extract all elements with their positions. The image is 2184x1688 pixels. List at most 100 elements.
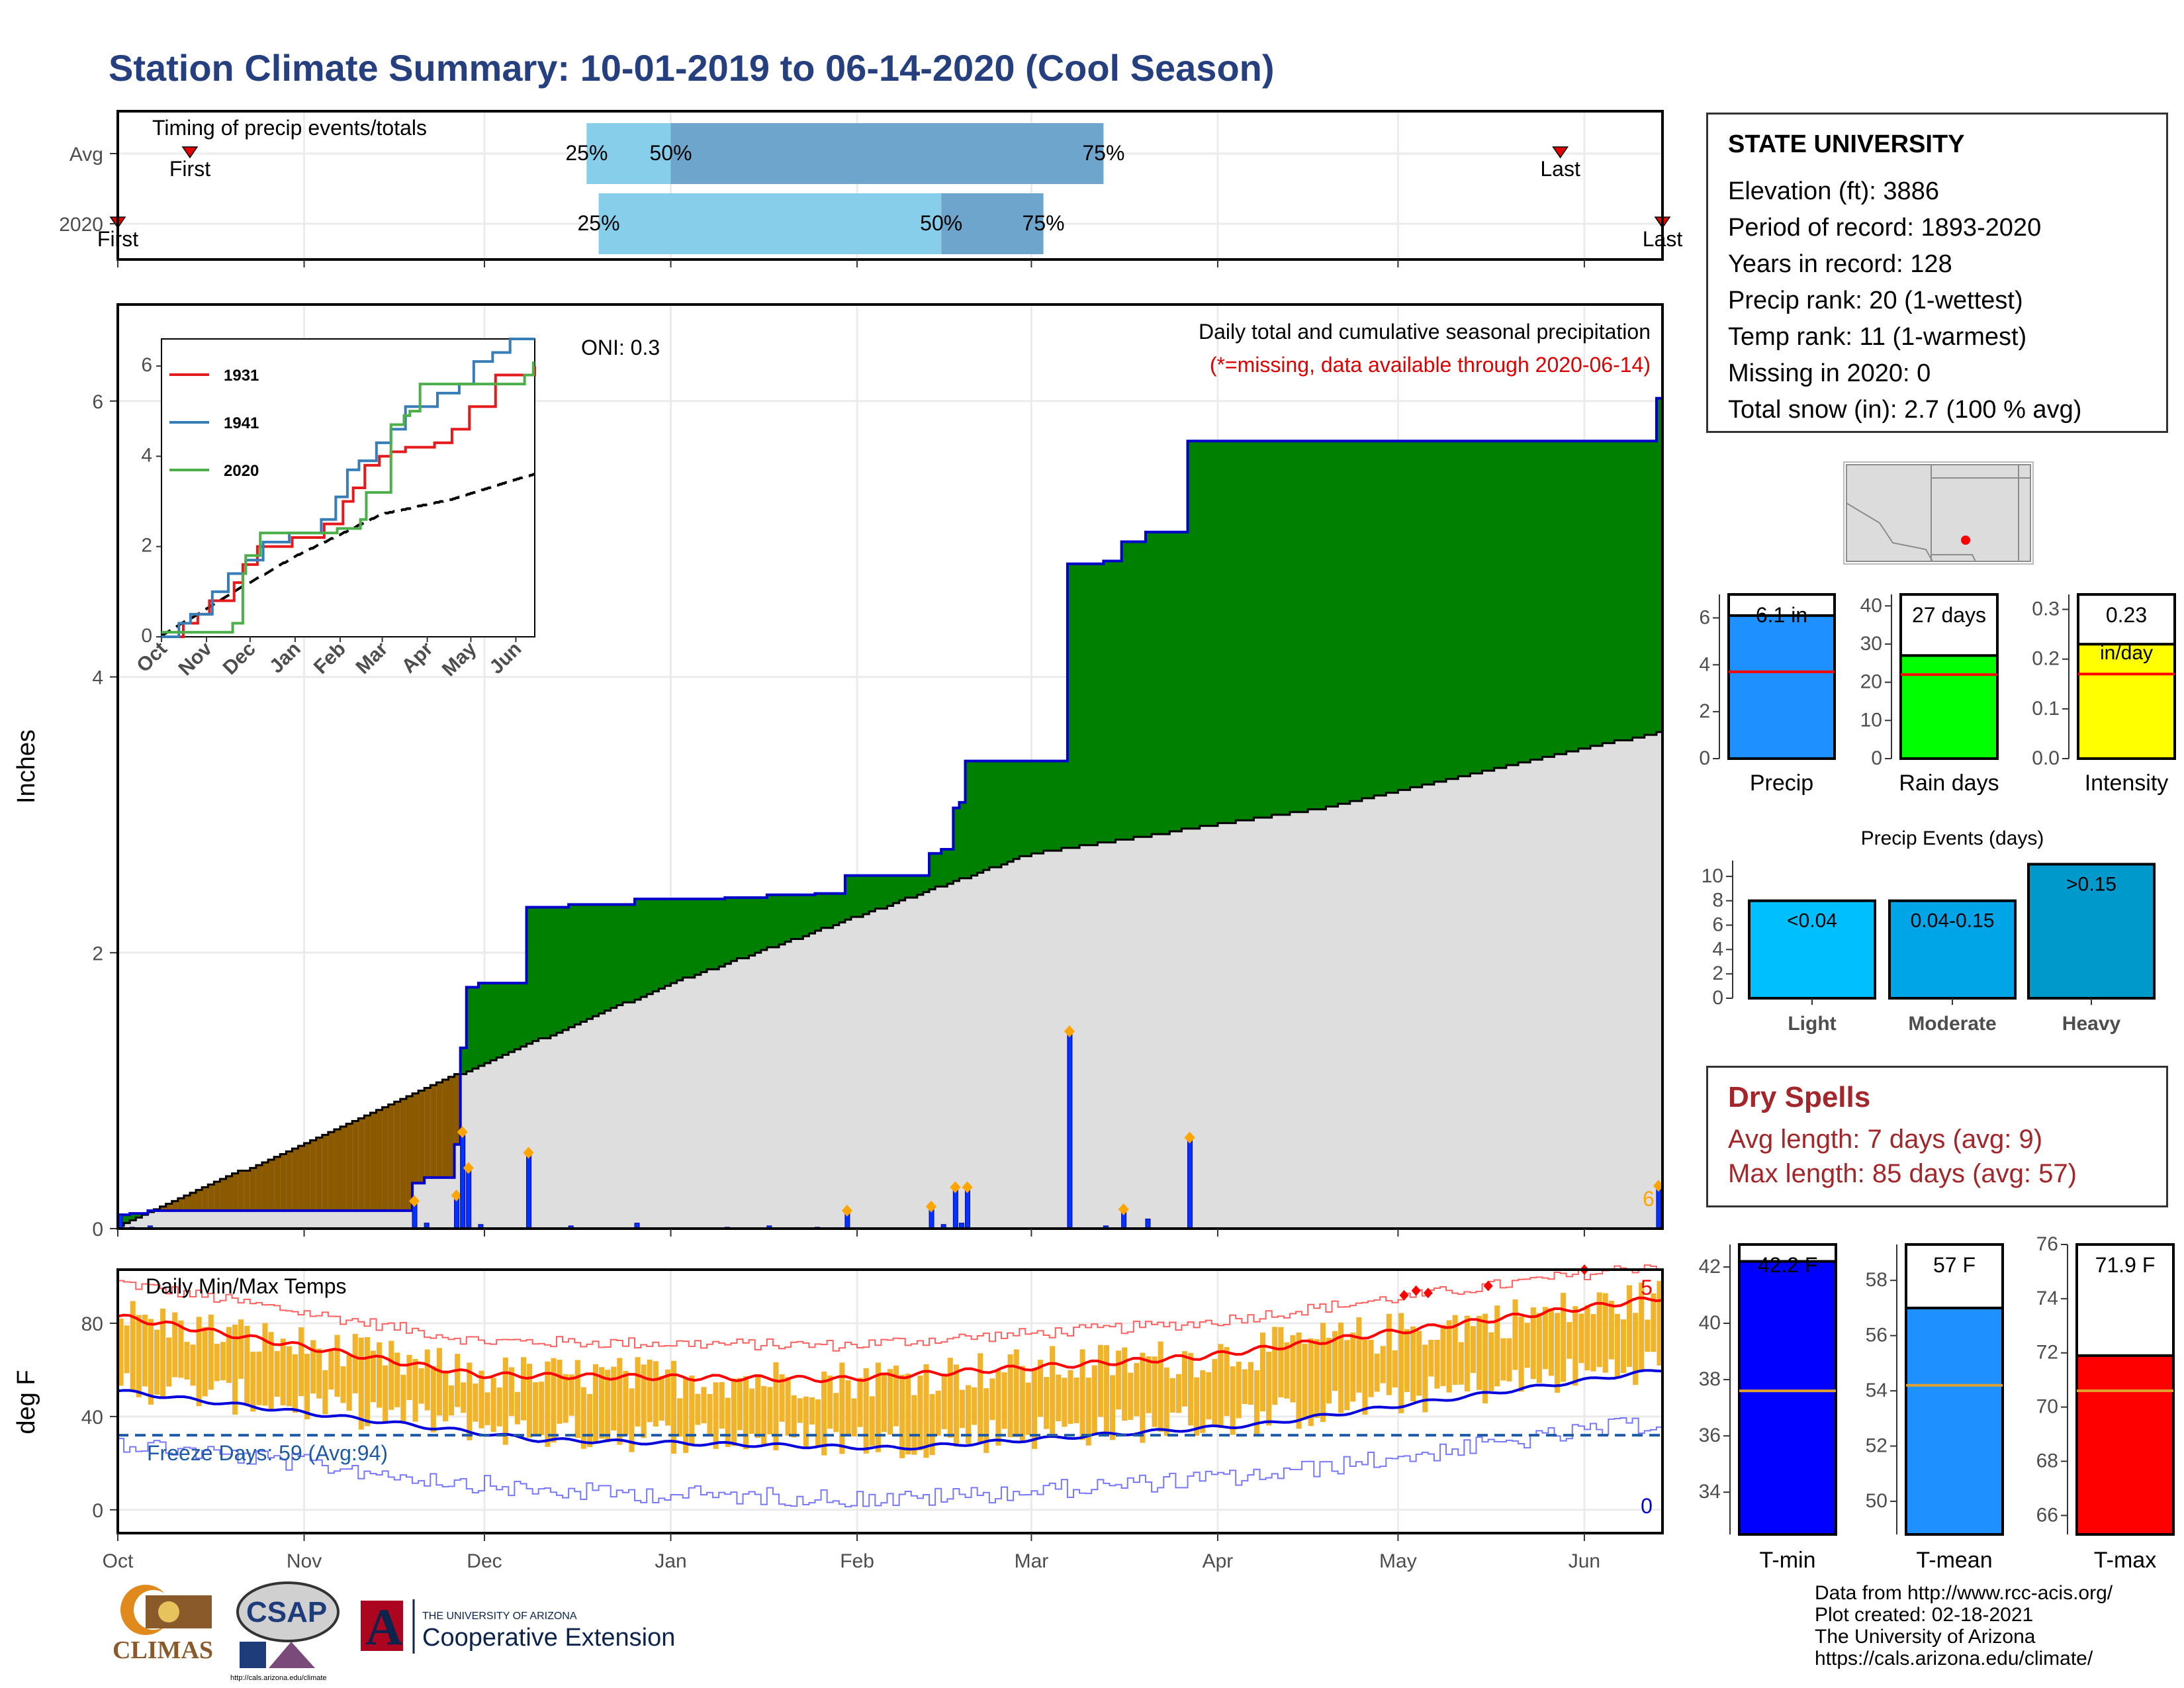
temp-daily-bar (1476, 1315, 1482, 1390)
precip-normal-fill (484, 1062, 491, 1229)
precip-normal-fill (1398, 790, 1405, 1229)
temp-daily-bar (707, 1393, 713, 1436)
precip-above-fill (1043, 761, 1050, 851)
precip-above-fill (857, 875, 864, 917)
temp-daily-bar (1561, 1293, 1567, 1382)
precip-above-fill (1644, 441, 1651, 735)
precip-normal-fill (1163, 834, 1170, 1229)
precip-above-fill (875, 875, 882, 909)
precip-normal-fill (1446, 778, 1453, 1229)
precip-normal-fill (797, 939, 803, 1229)
precip-above-fill (502, 983, 509, 1055)
precip-normal-line (118, 731, 1662, 1227)
precip-below-fill (406, 1096, 413, 1211)
events-ytick-label: 6 (1712, 914, 1723, 936)
timing-bar-25-50 (598, 193, 942, 254)
precip-normal-fill (760, 950, 768, 1229)
precip-below-fill (400, 1099, 407, 1211)
precip-above-fill (1602, 441, 1609, 743)
precip-above-fill (526, 907, 533, 1044)
precip-normal-fill (791, 939, 797, 1229)
precip-above-fill (725, 897, 731, 964)
precip-above-fill (1115, 561, 1122, 840)
precip-event-diamond (962, 1181, 973, 1194)
temp-daily-bar (1392, 1350, 1398, 1387)
summary-intensity-value-sublabel: in/day (2100, 642, 2153, 664)
precip-above-fill (1494, 441, 1501, 769)
csap-logo: CSAP http://cals.arizona.edu/climate (230, 1581, 340, 1681)
precip-above-fill (460, 1048, 467, 1074)
temp-record-high-marker (1483, 1280, 1493, 1291)
precip-above-fill (569, 904, 575, 1027)
precip-above-fill (803, 894, 809, 937)
precip-above-fill (1578, 441, 1585, 749)
precip-above-fill (1236, 441, 1242, 821)
dry-spells-avg: Avg length: 7 days (avg: 9) (1728, 1125, 2043, 1154)
temp-daily-bar (887, 1369, 893, 1435)
precip-normal-fill (1355, 801, 1363, 1229)
temp-panel: 0 40 80 Daily Min/Max Temps Freeze Days: 59 … (13, 1264, 1664, 1572)
precip-normal-fill (911, 897, 918, 1229)
temp-daily-bar (1542, 1307, 1548, 1370)
temp-daily-bar (1596, 1292, 1602, 1368)
precip-normal-fill (1121, 839, 1128, 1229)
precip-normal-fill (869, 911, 876, 1229)
precip-normal-fill (1211, 825, 1218, 1229)
precip-above-fill (737, 897, 744, 959)
precip-normal-fill (526, 1043, 533, 1229)
precip-above-fill (628, 904, 635, 1003)
ua-small-text: THE UNIVERSITY OF ARIZONA (422, 1611, 577, 1622)
temp-daily-bar (1386, 1313, 1392, 1395)
precip-above-fill (881, 875, 888, 909)
precip-normal-fill (778, 944, 786, 1229)
temp-daily-bar (1038, 1360, 1044, 1417)
precip-above-fill (713, 899, 719, 970)
precip-above-fill (911, 875, 918, 898)
precip-above-fill (1422, 441, 1429, 785)
temp-daily-bar (166, 1337, 172, 1387)
temp-bar-tmax-ytick-label: 72 (2036, 1342, 2058, 1364)
precip-normal-fill (707, 969, 713, 1229)
temp-daily-bar (1488, 1332, 1494, 1391)
temp-daily-bar (1175, 1374, 1181, 1413)
summary-bars: 0 2 4 6 6.1 in Precip 0 10 20 30 40 27 days Rain day… (1699, 593, 2176, 796)
precip-normal-fill (148, 1211, 155, 1229)
precip-above-fill (1620, 441, 1627, 741)
temp-daily-bar (1536, 1313, 1542, 1383)
precip-below-fill (454, 1074, 461, 1145)
precip-normal-fill (1277, 814, 1285, 1229)
temp-daily-bar (1044, 1377, 1050, 1429)
precip-above-fill (1152, 532, 1158, 835)
temp-daily-bar (893, 1365, 899, 1427)
precip-normal-fill (1133, 837, 1140, 1229)
summary-intensity-ytick-label: 0.0 (2032, 747, 2060, 769)
precip-above-fill (1464, 441, 1471, 776)
precip-below-fill (322, 1135, 329, 1211)
precip-normal-fill (905, 897, 912, 1229)
temp-daily-bar (1025, 1382, 1031, 1435)
precip-normal-fill (1620, 740, 1627, 1229)
temp-daily-bar (455, 1354, 461, 1407)
precip-above-fill (1392, 441, 1399, 793)
temp-daily-bar (226, 1327, 232, 1383)
precip-below-fill (196, 1190, 203, 1211)
timing-bar-50-75 (941, 193, 1044, 254)
temp-daily-bar (1109, 1375, 1116, 1440)
precip-above-fill (1277, 441, 1285, 815)
precip-normal-fill (1332, 806, 1339, 1229)
station-name: STATE UNIVERSITY (1728, 130, 1965, 158)
precip-above-fill (1404, 441, 1411, 790)
climas-logo-text: CLIMAS (113, 1636, 213, 1664)
temp-bar-tmean-ytick-label: 54 (1866, 1380, 1888, 1401)
precip-normal-fill (177, 1198, 185, 1229)
precip-above-fill (707, 899, 713, 970)
precip-above-fill (664, 899, 672, 986)
precip-normal-fill (1380, 795, 1387, 1229)
temp-daily-bar (755, 1374, 761, 1438)
precip-above-fill (965, 761, 972, 878)
precip-normal-fill (1482, 771, 1489, 1229)
precip-above-fill (766, 894, 774, 947)
precip-normal-fill (1013, 859, 1020, 1229)
temp-daily-bar (833, 1393, 839, 1432)
precip-above-fill (791, 894, 797, 939)
